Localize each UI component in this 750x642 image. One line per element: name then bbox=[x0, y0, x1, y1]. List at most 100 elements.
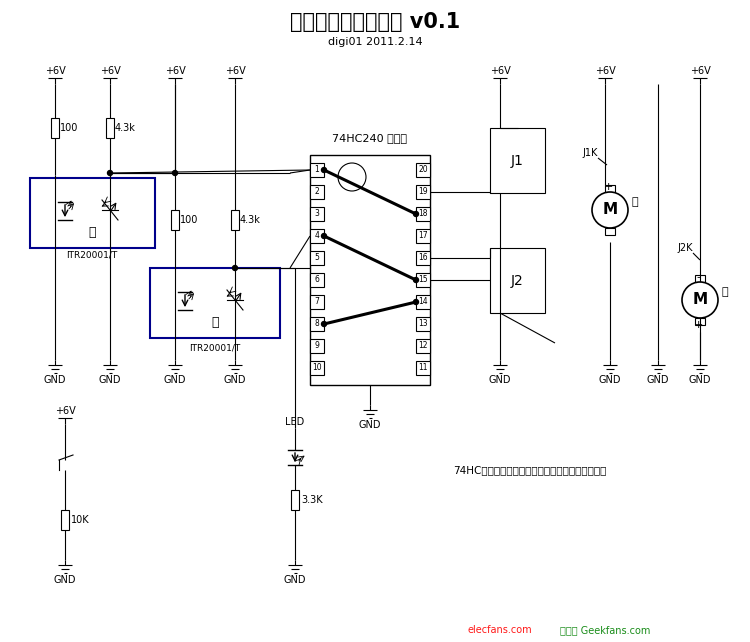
Bar bbox=[490, 128, 545, 193]
Text: 18: 18 bbox=[419, 209, 428, 218]
Text: +6V: +6V bbox=[100, 66, 120, 76]
Text: GND: GND bbox=[688, 375, 711, 385]
Text: J1: J1 bbox=[511, 153, 524, 168]
Bar bbox=[416, 295, 430, 309]
Text: LED: LED bbox=[285, 417, 304, 427]
Circle shape bbox=[413, 300, 419, 304]
Text: +: + bbox=[693, 320, 703, 330]
Bar bbox=[106, 118, 114, 138]
Bar bbox=[416, 163, 430, 177]
Bar bbox=[310, 185, 324, 199]
Text: +6V: +6V bbox=[165, 66, 185, 76]
Text: GND: GND bbox=[164, 375, 186, 385]
Circle shape bbox=[322, 322, 326, 327]
Bar bbox=[310, 273, 324, 287]
Text: 100: 100 bbox=[60, 123, 78, 133]
Text: 10K: 10K bbox=[71, 515, 90, 525]
Text: 4: 4 bbox=[314, 232, 320, 241]
Bar bbox=[171, 210, 179, 230]
Circle shape bbox=[592, 192, 628, 228]
Text: 3.3K: 3.3K bbox=[301, 495, 322, 505]
Text: 9: 9 bbox=[314, 342, 320, 351]
Text: 4.3k: 4.3k bbox=[115, 123, 136, 133]
Bar bbox=[231, 210, 239, 230]
Text: J2K: J2K bbox=[677, 243, 693, 253]
Bar bbox=[310, 317, 324, 331]
Text: 15: 15 bbox=[419, 275, 428, 284]
Text: 16: 16 bbox=[419, 254, 428, 263]
Text: 模拟计算机循线小车 v0.1: 模拟计算机循线小车 v0.1 bbox=[290, 12, 460, 32]
Text: 左: 左 bbox=[722, 287, 728, 297]
Bar bbox=[310, 155, 430, 385]
Bar bbox=[61, 510, 69, 530]
Text: M: M bbox=[602, 202, 617, 218]
Bar bbox=[416, 207, 430, 221]
Circle shape bbox=[322, 168, 326, 173]
Circle shape bbox=[413, 211, 419, 216]
Text: GND: GND bbox=[598, 375, 621, 385]
Bar bbox=[310, 361, 324, 375]
Text: 4.3k: 4.3k bbox=[240, 215, 261, 225]
Text: GND: GND bbox=[646, 375, 669, 385]
Text: +6V: +6V bbox=[45, 66, 65, 76]
Bar bbox=[695, 275, 705, 282]
Text: 6: 6 bbox=[314, 275, 320, 284]
Text: elecfans.com: elecfans.com bbox=[468, 625, 532, 635]
Bar bbox=[416, 317, 430, 331]
Bar bbox=[416, 361, 430, 375]
Bar bbox=[310, 207, 324, 221]
Bar bbox=[310, 163, 324, 177]
Bar bbox=[416, 229, 430, 243]
Bar bbox=[605, 185, 615, 192]
Text: J1K: J1K bbox=[582, 148, 598, 158]
Circle shape bbox=[682, 282, 718, 318]
Text: 100: 100 bbox=[180, 215, 198, 225]
Text: 20: 20 bbox=[419, 166, 428, 175]
Text: ITR20001/T: ITR20001/T bbox=[66, 250, 118, 259]
Bar bbox=[150, 268, 280, 338]
Text: -: - bbox=[606, 230, 610, 240]
Text: M: M bbox=[692, 293, 707, 308]
Text: 10: 10 bbox=[312, 363, 322, 372]
Text: GND: GND bbox=[224, 375, 246, 385]
Text: 3: 3 bbox=[314, 209, 320, 218]
Text: +6V: +6V bbox=[55, 406, 75, 416]
Text: 5: 5 bbox=[314, 254, 320, 263]
Text: 右: 右 bbox=[632, 197, 638, 207]
Bar bbox=[490, 248, 545, 313]
Text: 8: 8 bbox=[315, 320, 320, 329]
Circle shape bbox=[322, 234, 326, 238]
Bar bbox=[416, 185, 430, 199]
Text: 14: 14 bbox=[419, 297, 428, 306]
Text: 右: 右 bbox=[211, 315, 219, 329]
Bar bbox=[416, 251, 430, 265]
Circle shape bbox=[413, 277, 419, 282]
Circle shape bbox=[172, 171, 178, 175]
Text: 7: 7 bbox=[314, 297, 320, 306]
Text: GND: GND bbox=[284, 575, 306, 585]
Text: 74HC240 顶视图: 74HC240 顶视图 bbox=[332, 133, 407, 143]
Text: GND: GND bbox=[44, 375, 66, 385]
Bar bbox=[605, 228, 615, 235]
Text: +6V: +6V bbox=[225, 66, 245, 76]
Text: GND: GND bbox=[489, 375, 512, 385]
Text: 左: 左 bbox=[88, 225, 96, 238]
Text: +6V: +6V bbox=[690, 66, 710, 76]
Bar bbox=[416, 273, 430, 287]
Text: ITR20001/T: ITR20001/T bbox=[189, 343, 241, 352]
Text: GND: GND bbox=[54, 575, 76, 585]
Bar bbox=[51, 118, 59, 138]
Text: +6V: +6V bbox=[490, 66, 510, 76]
Text: 12: 12 bbox=[419, 342, 428, 351]
Text: 17: 17 bbox=[419, 232, 428, 241]
Bar bbox=[310, 339, 324, 353]
Text: 极客盆 Geekfans.com: 极客盆 Geekfans.com bbox=[560, 625, 650, 635]
Bar bbox=[310, 295, 324, 309]
Text: GND: GND bbox=[358, 420, 381, 430]
Text: GND: GND bbox=[99, 375, 122, 385]
Bar bbox=[416, 339, 430, 353]
Circle shape bbox=[107, 171, 112, 175]
Text: 1: 1 bbox=[315, 166, 320, 175]
Bar bbox=[695, 318, 705, 325]
Text: +: + bbox=[603, 182, 613, 192]
